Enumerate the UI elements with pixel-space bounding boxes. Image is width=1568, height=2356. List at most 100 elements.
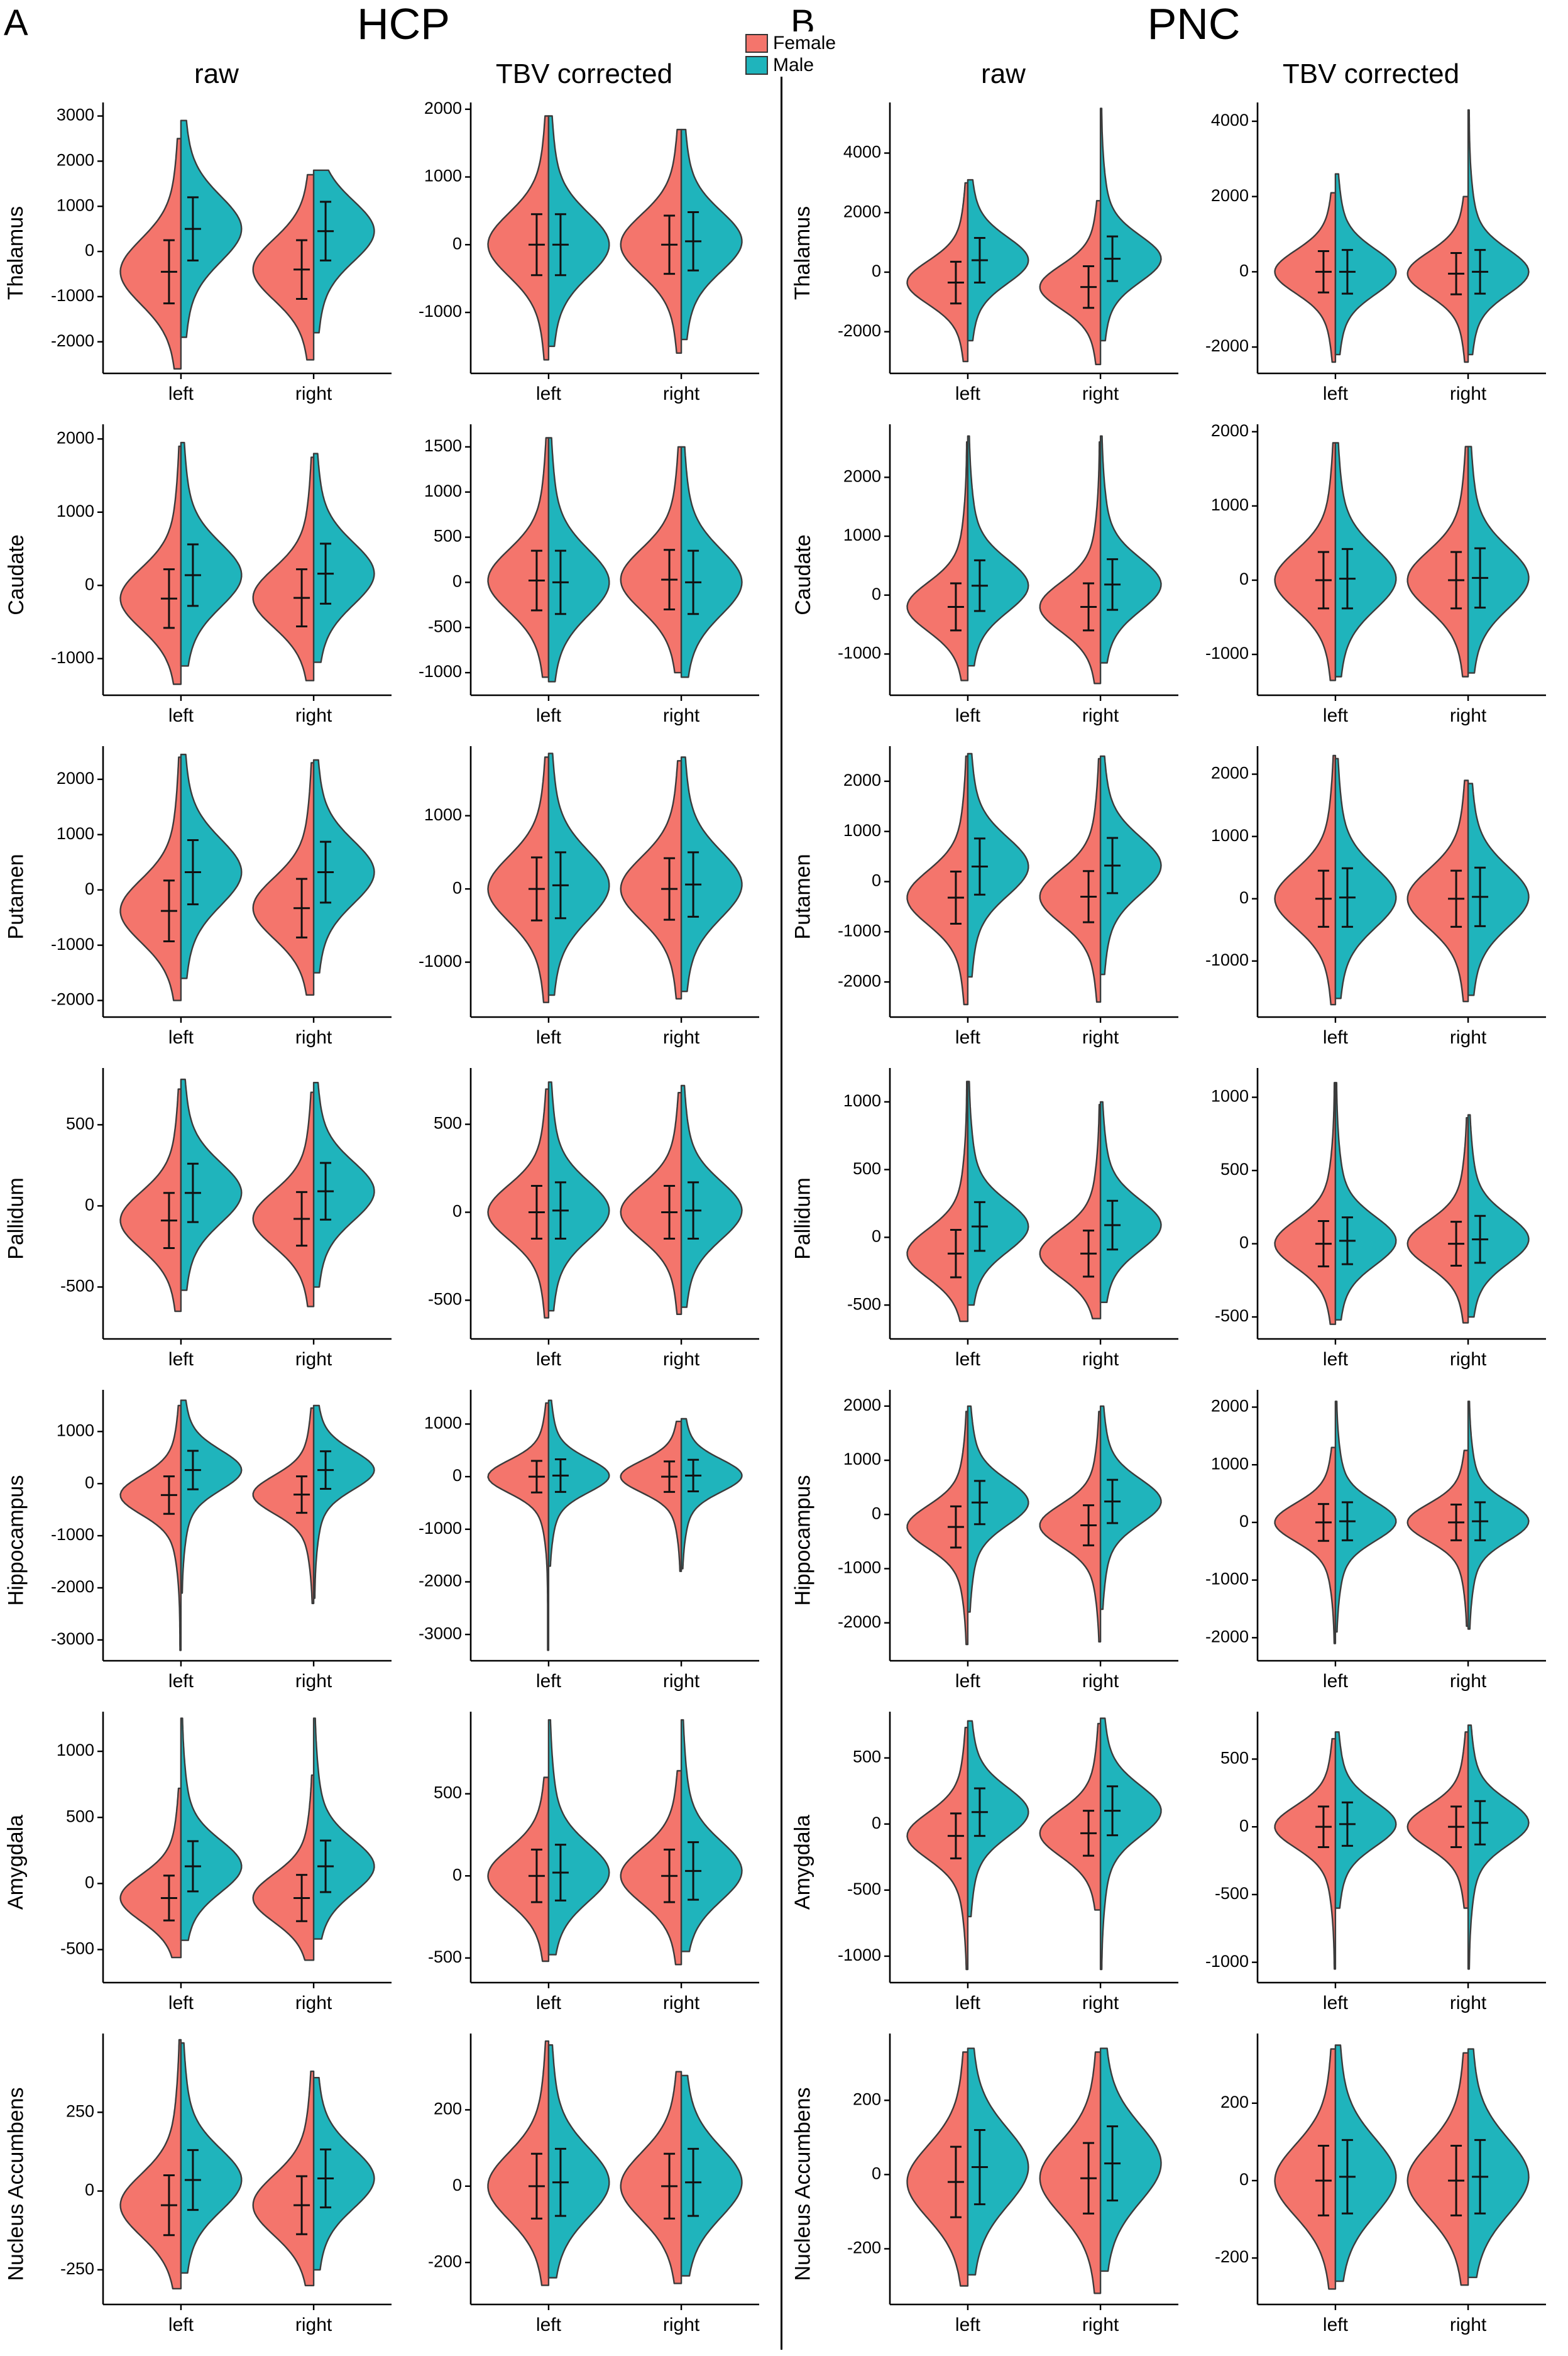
- errorbar-female-left: [528, 1460, 545, 1494]
- violin-female-right: [620, 1421, 683, 1572]
- errorbar-female-left: [947, 260, 964, 305]
- y-tick-label: 2000: [57, 769, 94, 788]
- x-tick-label: right: [295, 383, 332, 404]
- y-tick-label: -2000: [419, 1572, 462, 1590]
- violin-female-left: [1274, 2048, 1337, 2290]
- violin-male-right: [1467, 1724, 1530, 1970]
- y-tick-label: 0: [85, 1195, 94, 1214]
- y-tick-label: 2000: [1211, 186, 1249, 205]
- violin-male-right: [1099, 755, 1162, 976]
- x-tick-label: left: [955, 2315, 981, 2335]
- errorbar-male-right: [1472, 547, 1489, 609]
- errorbar-female-left: [160, 239, 177, 305]
- x-tick-label: left: [955, 1671, 981, 1692]
- errorbar-male-right: [685, 2147, 702, 2217]
- violin-female-right: [1406, 779, 1469, 1003]
- y-tick-label: 0: [872, 1504, 881, 1522]
- violin-male-right: [312, 759, 375, 974]
- violin-male-left: [547, 2044, 610, 2279]
- errorbar-female-right: [1448, 2145, 1465, 2216]
- row-label-text: Putamen: [4, 853, 28, 940]
- errorbar-female-right: [1080, 582, 1097, 632]
- violin-female-left: [1274, 442, 1337, 681]
- y-tick-label: 0: [452, 1202, 462, 1221]
- subplot-cell: 1500 1000 500 0 -500 -1000 left right: [400, 414, 768, 735]
- errorbar-male-left: [971, 1201, 988, 1252]
- errorbar-female-left: [160, 568, 177, 629]
- row-label-text: Pallidum: [4, 1177, 28, 1260]
- row-label-text: Thalamus: [4, 206, 28, 300]
- subplot: 1000 500 0 -500 left right: [843, 1068, 1178, 1370]
- y-tick-label: -1000: [838, 1558, 881, 1577]
- errorbar-female-left: [160, 1475, 177, 1515]
- errorbar-female-right: [293, 1874, 310, 1922]
- subplot-cell: 2000 1000 0 -1000 -2000 left right: [820, 736, 1187, 1057]
- subplot: 1000 0 -1000 -2000 -3000 left right: [51, 1390, 392, 1692]
- y-tick-label: 0: [452, 572, 462, 591]
- x-tick-label: right: [663, 383, 700, 404]
- violin-male-right: [680, 1719, 743, 1952]
- row-label: Nucleus Accumbens: [0, 2023, 33, 2345]
- y-tick-label: 0: [1239, 261, 1249, 280]
- errorbar-male-right: [1472, 1501, 1489, 1541]
- y-tick-label: 2000: [1211, 421, 1249, 440]
- errorbar-female-right: [293, 2175, 310, 2235]
- x-tick-label: left: [1323, 1993, 1349, 2013]
- subplot-cell: 1000 0 -1000 -2000 -3000 left right: [400, 1380, 768, 1700]
- errorbar-female-left: [1315, 1219, 1332, 1268]
- legend-entry-male: Male: [745, 55, 836, 75]
- x-tick-label: right: [1082, 1349, 1119, 1370]
- errorbar-male-right: [1472, 249, 1489, 295]
- y-tick-label: -1000: [1205, 1952, 1249, 1971]
- violin-female-right: [1039, 1722, 1102, 1911]
- y-tick-label: 0: [452, 1466, 462, 1485]
- row-label-text: Hippocampus: [791, 1475, 815, 1605]
- y-tick-label: 1000: [1211, 1454, 1249, 1473]
- violin-male-right: [680, 1084, 743, 1308]
- panel-hcp-header: A HCP: [0, 0, 774, 57]
- y-tick-label: -1000: [838, 644, 881, 663]
- x-tick-label: left: [1323, 1027, 1349, 1048]
- panel-title-hcp: HCP: [357, 0, 450, 48]
- violin-male-left: [180, 2042, 243, 2274]
- y-tick-label: 500: [853, 1159, 881, 1178]
- x-tick-label: left: [955, 1993, 981, 2013]
- violin-female-right: [252, 1407, 315, 1604]
- violin-male-left: [547, 1719, 610, 1956]
- x-tick-label: left: [955, 1027, 981, 1048]
- errorbar-female-right: [1080, 1504, 1097, 1546]
- x-tick-label: right: [1082, 383, 1119, 404]
- violin-female-left: [119, 1404, 182, 1651]
- subplot-cell: 200 0 -200 left right: [820, 2023, 1187, 2344]
- violin-male-right: [1467, 1114, 1530, 1318]
- x-tick-label: right: [1450, 705, 1487, 726]
- errorbar-female-left: [528, 1185, 545, 1240]
- violin-female-left: [906, 1081, 969, 1323]
- y-tick-label: 1000: [424, 482, 462, 500]
- row-label: Thalamus: [0, 92, 33, 414]
- y-tick-label: 0: [872, 1227, 881, 1246]
- errorbar-male-right: [1472, 2139, 1489, 2215]
- x-tick-label: right: [1082, 1027, 1119, 1048]
- subplot: 3000 2000 1000 0 -1000 -2000 left right: [51, 102, 392, 404]
- y-tick-label: 500: [434, 1783, 462, 1802]
- violin-male-left: [180, 441, 243, 667]
- violin-female-right: [1039, 441, 1102, 685]
- x-tick-label: right: [295, 705, 332, 726]
- errorbar-female-left: [1315, 1805, 1332, 1848]
- subplot: 200 0 -200 left right: [428, 2034, 759, 2335]
- subplot-cell: 200 0 -200 left right: [1187, 2023, 1555, 2344]
- chart-row: Hippocampus 2000 1000 0 -1000 -2000 left right 2…: [787, 1379, 1568, 1701]
- violin-female-right: [1039, 2051, 1102, 2294]
- y-tick-label: 200: [1220, 2093, 1249, 2111]
- row-label: Amygdala: [787, 1701, 820, 2023]
- y-tick-label: 2000: [1211, 1397, 1249, 1416]
- y-tick-label: 1000: [424, 805, 462, 824]
- violin-male-right: [680, 756, 743, 993]
- subplot: 2000 1000 0 -1000 -2000 left right: [51, 746, 392, 1048]
- hcp-col-header-tbv: TBV corrected: [495, 58, 673, 89]
- panel-letter-a: A: [4, 3, 28, 43]
- y-tick-label: 500: [434, 1114, 462, 1133]
- subplot: 2000 1000 0 -1000 left right: [1205, 746, 1546, 1048]
- y-tick-label: 1000: [1211, 495, 1249, 514]
